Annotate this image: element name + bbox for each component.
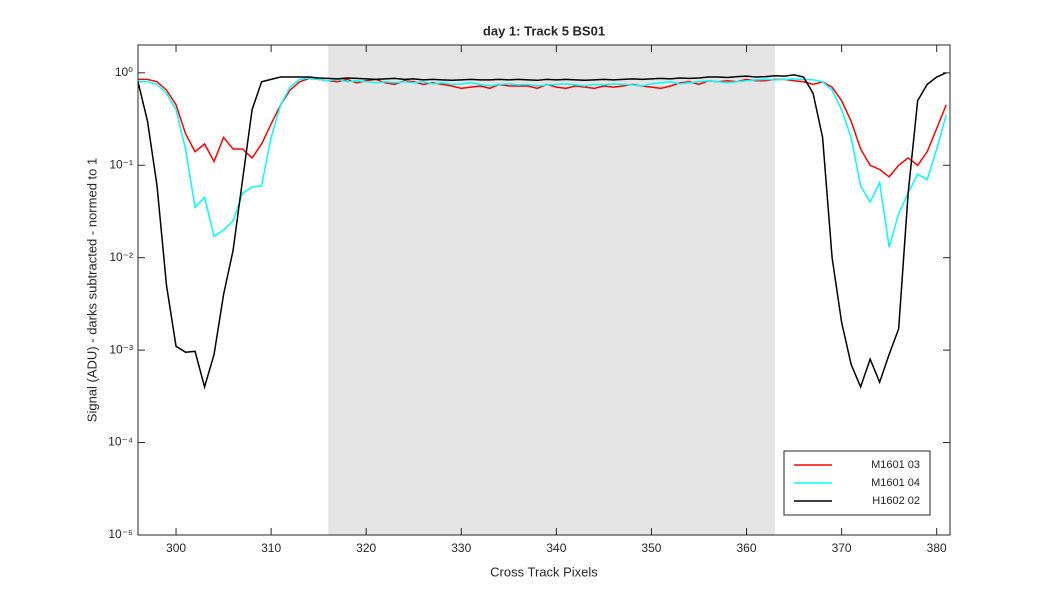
legend-label: M1601 03 [871, 459, 920, 471]
x-axis-label: Cross Track Pixels [490, 564, 598, 579]
x-tick-label: 320 [356, 541, 376, 555]
x-tick-label: 310 [261, 541, 281, 555]
legend-label: M1601 04 [871, 477, 920, 489]
legend-label: H1602 02 [872, 495, 920, 507]
y-axis-label: Signal (ADU) - darks subtracted - normed… [84, 158, 99, 422]
x-tick-label: 380 [927, 541, 947, 555]
data-line [138, 77, 947, 178]
y-tick-label: 10⁻¹ [109, 157, 133, 171]
x-tick-label: 340 [546, 541, 566, 555]
x-tick-label: 330 [451, 541, 471, 555]
axes-box [137, 44, 951, 536]
x-tick-label: 350 [641, 541, 661, 555]
y-tick-label: 10⁻² [109, 250, 133, 264]
y-tick-label: 10⁻³ [109, 342, 133, 356]
y-tick-label: 10⁰ [115, 65, 133, 79]
x-tick-label: 300 [166, 541, 186, 555]
data-line [137, 72, 947, 390]
chart-title: day 1: Track 5 BS01 [483, 23, 605, 38]
shaded-region [328, 45, 776, 535]
x-tick-label: 360 [737, 541, 757, 555]
y-tick-label: 10⁻⁴ [108, 435, 133, 449]
y-tick-label: 10⁻⁵ [108, 527, 133, 541]
x-tick-label: 370 [832, 541, 852, 555]
data-line [138, 77, 947, 248]
